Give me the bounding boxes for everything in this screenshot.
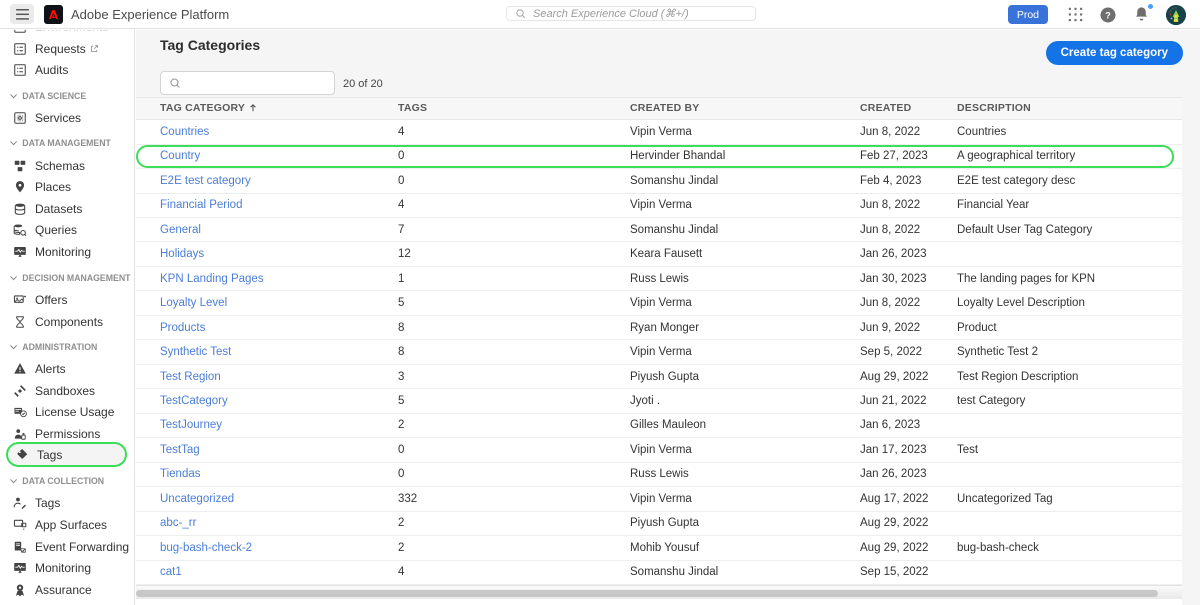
svg-text:?: ? [1105, 10, 1111, 20]
